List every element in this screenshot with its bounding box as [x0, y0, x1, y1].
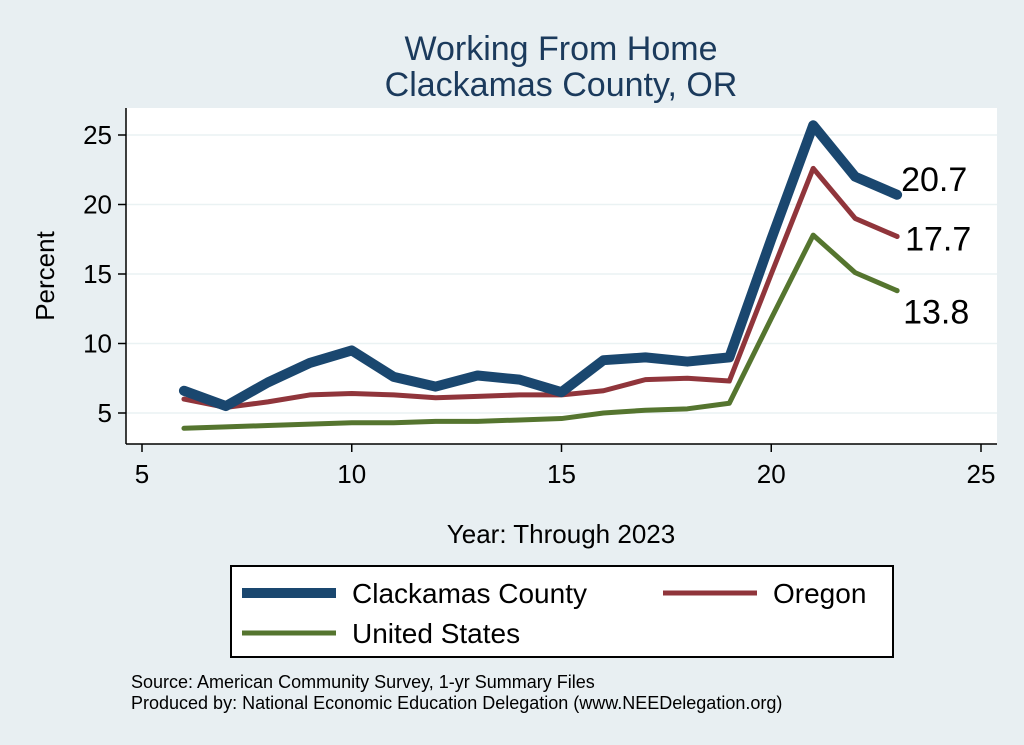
- legend-label-oregon: Oregon: [773, 578, 866, 609]
- series-lines: [178, 120, 903, 431]
- x-tick-label-15: 15: [547, 459, 576, 489]
- x-axis-title: Year: Through 2023: [447, 519, 675, 549]
- series-line-united-states: [181, 232, 900, 431]
- series-line-oregon: [181, 165, 900, 410]
- series-end-point-clackamas-county: [893, 191, 901, 199]
- chart-title-line-2: Clackamas County, OR: [385, 66, 738, 104]
- series-line-clackamas-county: [178, 120, 903, 412]
- x-tick-label-5: 5: [135, 459, 149, 489]
- legend: Clackamas County Oregon United States: [230, 565, 894, 658]
- end-labels: 20.7 17.7 13.8: [901, 161, 971, 332]
- y-tick-label-20: 20: [83, 190, 112, 220]
- legend-label-clackamas-county: Clackamas County: [352, 578, 587, 609]
- x-tick-label-25: 25: [967, 459, 996, 489]
- axes: 5 10 15 20 25 5 10 15 20 25: [83, 108, 997, 489]
- end-label-clackamas-county: 20.7: [901, 161, 967, 199]
- x-tick-label-10: 10: [337, 459, 366, 489]
- chart-title-line-1: Working From Home: [405, 30, 718, 68]
- series-end-point-oregon: [894, 233, 900, 239]
- producer-note: Produced by: National Economic Education…: [131, 693, 782, 713]
- legend-box: [230, 565, 894, 658]
- y-tick-label-10: 10: [83, 329, 112, 359]
- legend-label-united-states: United States: [352, 618, 520, 649]
- x-tick-label-20: 20: [757, 459, 786, 489]
- end-label-united-states: 13.8: [903, 294, 969, 332]
- y-tick-label-5: 5: [98, 398, 112, 428]
- end-label-oregon: 17.7: [905, 220, 971, 258]
- y-tick-label-15: 15: [83, 259, 112, 289]
- gridlines: [126, 134, 997, 414]
- series-end-point-united-states: [894, 288, 900, 294]
- y-axis-title: Percent: [30, 230, 60, 320]
- y-tick-label-25: 25: [83, 120, 112, 150]
- source-note: Source: American Community Survey, 1-yr …: [131, 672, 595, 692]
